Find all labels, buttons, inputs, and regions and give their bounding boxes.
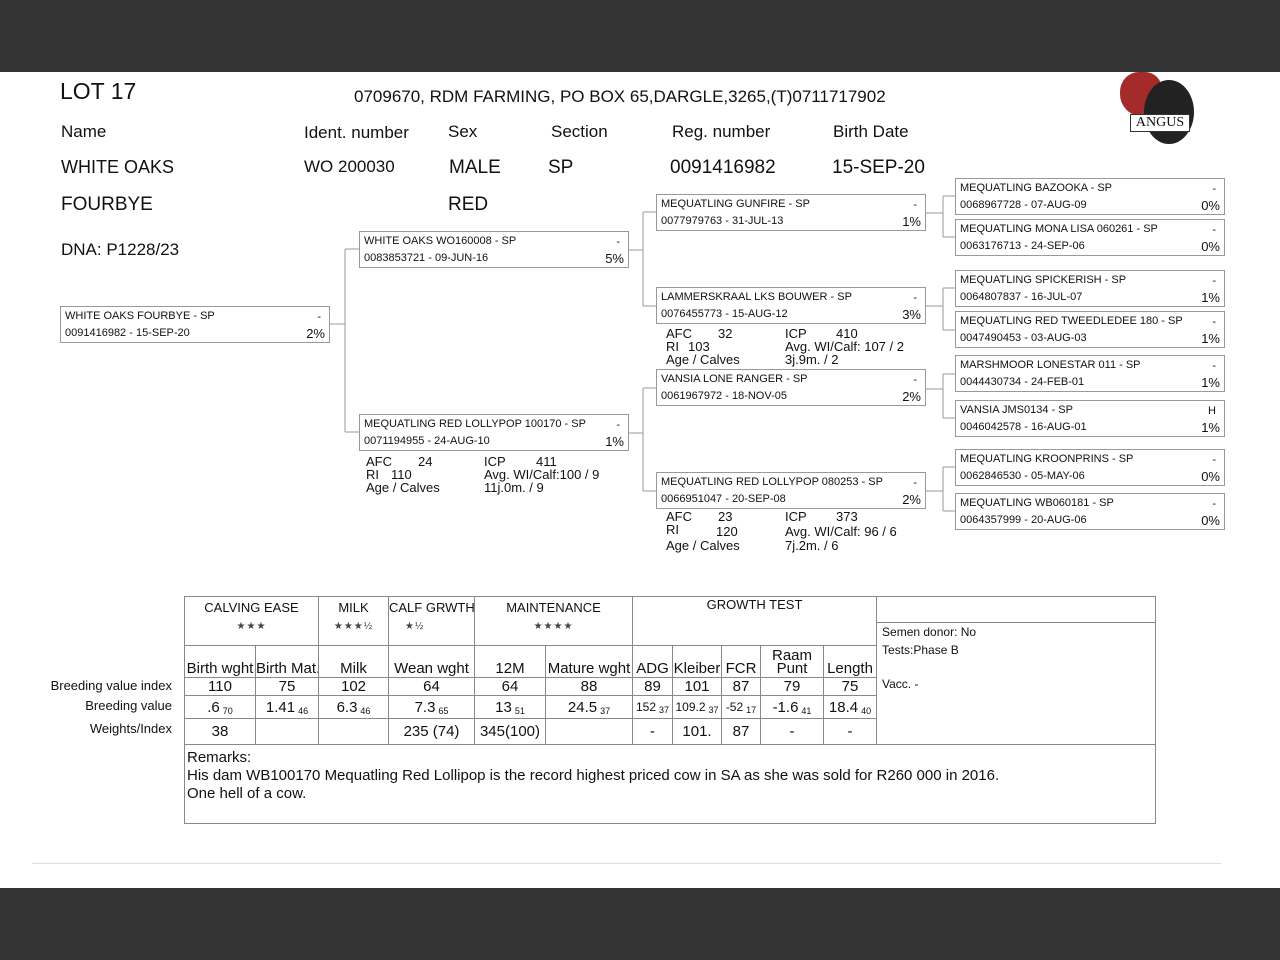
weight-cell: 235 (74) [388,718,475,745]
bv-cell: -52 17 [721,695,761,719]
bv-cell: 152 37 [632,695,673,719]
col-header: FCR [721,645,761,678]
col-header: Wean wght [388,645,475,678]
pedigree-dam-dam: MEQUATLING RED LOLLYPOP 080253 - SP 00669… [656,472,926,509]
index-cell: 101 [672,677,722,696]
section: SP [548,157,574,178]
label-section: Section [551,122,608,141]
pedigree-sire: WHITE OAKS WO160008 - SP 0083853721 - 09-… [359,231,629,268]
birth-date: 15-SEP-20 [832,157,925,178]
col-header: Birth Mat. [255,645,319,678]
pedigree-dam: MEQUATLING RED LOLLYPOP 100170 - SP 00711… [359,414,629,451]
pedigree-gg: MEQUATLING WB060181 - SP 0064357999 - 20-… [955,493,1225,530]
pedigree-gg: MEQUATLING RED TWEEDLEDEE 180 - SP 004749… [955,311,1225,348]
angus-logo: ANGUS [1112,72,1196,146]
bv-cell: 1.41 46 [255,695,319,719]
weight-cell [318,718,389,745]
bv-cell: 7.3 65 [388,695,475,719]
weight-cell: - [760,718,824,745]
index-cell: 64 [388,677,475,696]
index-cell: 89 [632,677,673,696]
bv-cell: 109.2 37 [672,695,722,719]
pedigree-gg: MEQUATLING MONA LISA 060261 - SP 00631767… [955,219,1225,256]
col-header: Raam Punt [760,645,824,678]
bv-cell: 13 51 [474,695,546,719]
row-label-weights: Weights/Index [89,721,172,736]
row-label-bv: Breeding value [85,698,172,713]
pedigree-dam-sire: VANSIA LONE RANGER - SP 0061967972 - 18-N… [656,369,926,406]
weight-cell: - [632,718,673,745]
index-cell: 75 [255,677,319,696]
group-calf-growth: CALF GRWTH. ★½ [388,596,475,646]
breeding-values-table: CALVING EASE ★★★ MILK ★★★½ CALF GRWTH. ★½ M… [183,596,1157,824]
breeder-info: 0709670, RDM FARMING, PO BOX 65,DARGLE,3… [354,87,886,106]
remarks-line: One hell of a cow. [187,785,307,802]
weight-cell [255,718,319,745]
weight-cell: - [822,718,878,745]
bottom-bar [0,888,1280,960]
group-milk: MILK ★★★½ [318,596,389,646]
colour: RED [448,194,489,215]
index-cell: 87 [721,677,761,696]
pedigree-sire-dam: LAMMERSKRAAL LKS BOUWER - SP 0076455773 -… [656,287,926,324]
reg-number: 0091416982 [670,157,776,178]
pedigree-subject: WHITE OAKS FOURBYE - SP 0091416982 - 15-S… [60,306,330,343]
ident-number: WO 200030 [304,157,395,176]
col-header: Length [822,645,878,678]
col-header: Birth wght [184,645,256,678]
remarks-line: His dam WB100170 Mequatling Red Lollipop… [187,767,1000,784]
index-cell: 102 [318,677,389,696]
group-maintenance: MAINTENANCE ★★★★ [474,596,633,646]
index-cell: 75 [822,677,878,696]
group-growth-test: GROWTH TEST [631,596,878,646]
lot-number: LOT 17 [60,78,137,104]
dna: DNA: P1228/23 [61,240,180,259]
pedigree-gg: MEQUATLING SPICKERISH - SP 0064807837 - 1… [955,270,1225,307]
divider [32,863,1221,864]
index-cell: 110 [184,677,256,696]
bv-cell: 18.4 40 [822,695,878,719]
col-header: 12M [474,645,546,678]
bv-row: .6 70 1.41 46 6.3 46 7.3 65 13 51 24.5 37 152 3… [184,695,1156,719]
pedigree-gg: VANSIA JMS0134 - SP 0046042578 - 16-AUG-0… [955,400,1225,437]
label-birth: Birth Date [833,122,909,141]
pedigree-gg: MEQUATLING KROONPRINS - SP 0062846530 - 0… [955,449,1225,486]
weight-cell: 38 [184,718,256,745]
pedigree-gg: MARSHMOOR LONESTAR 011 - SP 0044430734 - … [955,355,1225,392]
weight-cell [545,718,633,745]
label-name: Name [61,122,107,141]
weight-cell: 345(100) [474,718,546,745]
weight-cell: 87 [721,718,761,745]
group-calving-ease: CALVING EASE ★★★ [184,596,319,646]
animal-name-2: FOURBYE [61,194,153,215]
bv-cell: 24.5 37 [545,695,633,719]
sex: MALE [449,157,501,178]
pedigree-gg: MEQUATLING BAZOOKA - SP 0068967728 - 07-A… [955,178,1225,215]
col-header: Milk [318,645,389,678]
remarks-label: Remarks: [187,749,252,766]
index-cell: 64 [474,677,546,696]
label-sex: Sex [448,122,478,141]
row-label-index: Breeding value index [50,678,172,693]
index-cell: 79 [760,677,824,696]
bv-cell: 6.3 46 [318,695,389,719]
side-notes: Semen donor: No Tests:Phase B Vacc. - [876,596,1157,745]
remarks: Remarks: His dam WB100170 Mequatling Red… [183,744,1157,824]
weight-cell: 101. [672,718,722,745]
index-cell: 88 [545,677,633,696]
col-header: ADG [632,645,673,678]
animal-name-1: WHITE OAKS [61,157,175,177]
pedigree-sire-sire: MEQUATLING GUNFIRE - SP 0077979763 - 31-J… [656,194,926,231]
col-header: Mature wght [545,645,633,678]
bv-cell: .6 70 [184,695,256,719]
top-bar [0,0,1280,72]
label-ident: Ident. number [304,123,409,142]
label-reg: Reg. number [672,122,771,141]
bv-cell: -1.6 41 [760,695,824,719]
col-header: Kleiber [672,645,722,678]
